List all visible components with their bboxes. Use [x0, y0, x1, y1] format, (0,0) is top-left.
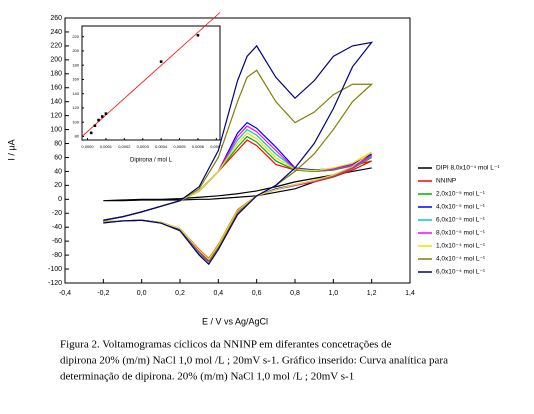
caption-line: dipirona 20% (m/m) NaCl 1,0 mol /L ; 20m… — [60, 355, 448, 367]
cv-curve — [103, 69, 374, 263]
legend-label: NNINP — [436, 178, 456, 185]
legend-label: 4,0x10⁻⁵ mol L⁻¹ — [436, 204, 486, 211]
legend-label: 8,0x10⁻⁵ mol L⁻¹ — [436, 230, 486, 237]
x-tick-label: 0,4 — [213, 290, 223, 297]
x-tick-label: 0,8 — [290, 290, 300, 297]
y-tick-label: 220 — [50, 43, 62, 50]
y-tick-label: 240 — [50, 29, 62, 36]
y-tick-label: -60 — [52, 238, 62, 245]
y-tick-label: 100 — [50, 126, 62, 133]
legend-label: 4,0x10⁻⁴ mol L⁻¹ — [436, 256, 486, 263]
x-tick-label: -0,4 — [59, 290, 71, 297]
y-tick-label: 60 — [54, 154, 62, 161]
y-tick-label: 160 — [50, 85, 62, 92]
y-tick-label: 40 — [54, 168, 62, 175]
x-tick-label: 1,0 — [328, 290, 338, 297]
x-tick-label: 0,0 — [137, 290, 147, 297]
x-axis-label: Dipirona / mol L — [130, 158, 173, 164]
x-axis-label: E / V vs Ag/AgCl — [202, 316, 268, 326]
plot-frame — [81, 25, 221, 141]
point — [93, 124, 97, 128]
point — [159, 60, 163, 63]
x-tick-label: 0,0000 — [81, 144, 94, 149]
y-tick-label: 20 — [54, 182, 62, 189]
cv-curve — [103, 41, 374, 266]
x-tick-label: 0,0001 — [100, 144, 113, 149]
y-tick-label: 140 — [50, 99, 62, 106]
y-tick-label: 180 — [50, 71, 62, 78]
y-tick-label: 80 — [54, 140, 62, 147]
y-tick-label: 260 — [50, 15, 62, 22]
x-tick-label: 0,0002 — [118, 144, 131, 149]
y-axis-label: I / μA — [6, 139, 16, 160]
caption-line: Figura 2. Voltamogramas cíclicos da NNIN… — [60, 339, 392, 351]
x-tick-label: -0,2 — [97, 290, 109, 297]
legend-label: DIPI 8,0x10⁻⁴ mol L⁻¹ — [436, 165, 500, 172]
y-tick-label: 80 — [75, 134, 80, 139]
legend-label: 6,0x10⁻⁵ mol L⁻¹ — [436, 217, 486, 224]
y-tick-label: -120 — [48, 280, 62, 287]
y-tick-label: 140 — [72, 91, 79, 96]
y-tick-label: -100 — [48, 266, 62, 273]
y-tick-label: -80 — [52, 252, 62, 259]
y-tick-label: -40 — [52, 224, 62, 231]
legend-label: 6,0x10⁻⁴ mol L⁻¹ — [436, 269, 486, 276]
y-tick-label: 120 — [50, 112, 62, 119]
legend-label: 1,0x10⁻⁴ mol L⁻¹ — [436, 243, 486, 250]
x-tick-label: 0,0006 — [192, 144, 205, 149]
legend-label: 2,0x10⁻⁵ mol L⁻¹ — [436, 191, 486, 198]
x-tick-label: 0,0007 — [210, 144, 223, 149]
cv-curve — [103, 132, 373, 261]
x-tick-label: 1,4 — [405, 290, 415, 297]
x-tick-label: 0,0005 — [173, 144, 186, 149]
y-tick-label: 220 — [72, 34, 79, 39]
y-tick-label: 0 — [58, 196, 62, 203]
point — [89, 131, 93, 135]
point — [196, 33, 200, 37]
x-tick-label: 0,2 — [175, 290, 185, 297]
y-tick-label: 160 — [72, 77, 79, 82]
x-tick-label: 1,2 — [367, 290, 377, 297]
y-tick-label: 120 — [72, 105, 79, 110]
y-tick-label: 200 — [72, 48, 79, 53]
point — [104, 112, 108, 115]
y-tick-label: -20 — [52, 210, 62, 217]
x-tick-label: 0,6 — [252, 290, 262, 297]
fit-line — [81, 12, 221, 137]
x-tick-label: 0,0003 — [137, 144, 150, 149]
point — [100, 115, 104, 118]
y-tick-label: 100 — [72, 119, 79, 124]
point — [97, 118, 100, 122]
y-tick-label: 180 — [72, 62, 79, 67]
x-tick-label: 0,0004 — [155, 144, 168, 149]
caption-line: determinação de dipirona. 20% (m/m) NaCl… — [60, 371, 354, 383]
y-tick-label: 200 — [50, 57, 62, 64]
